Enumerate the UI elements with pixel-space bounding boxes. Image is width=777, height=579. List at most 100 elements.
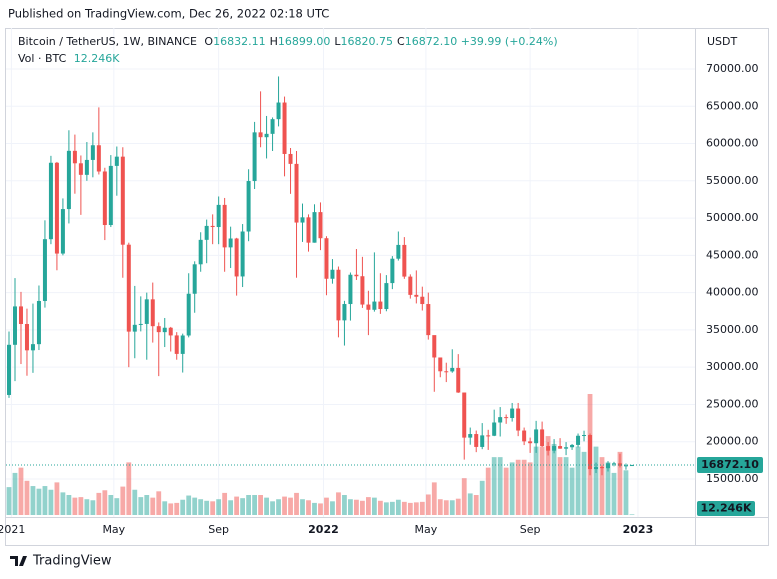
candle-body xyxy=(66,150,71,210)
volume-bar xyxy=(515,459,521,515)
volume-bar xyxy=(108,495,114,515)
volume-bar xyxy=(479,480,485,515)
volume-title: Vol · BTC xyxy=(18,52,67,65)
volume-bar xyxy=(132,489,138,515)
candle-body xyxy=(498,417,503,423)
volume-bar xyxy=(300,499,305,515)
volume-bar xyxy=(629,514,635,515)
price-unit: USDT xyxy=(707,35,738,48)
candle-body xyxy=(623,465,628,467)
candle-body xyxy=(90,145,95,160)
ohlc-value: 16872.10 xyxy=(405,35,458,48)
volume-bar xyxy=(258,495,263,515)
volume-bar xyxy=(96,492,102,515)
candle-body xyxy=(444,371,449,373)
candle-body xyxy=(222,204,227,248)
volume-bar xyxy=(407,502,413,515)
candle-body xyxy=(432,335,437,358)
volume-bar xyxy=(216,499,222,515)
y-tick-label: 70000.00 xyxy=(706,62,759,75)
candle-body xyxy=(617,463,622,466)
candle-body xyxy=(552,446,557,451)
candle-body xyxy=(78,163,83,175)
candle-body xyxy=(606,463,610,469)
candle-body xyxy=(384,283,389,310)
volume-bar xyxy=(84,499,90,515)
volume-bar xyxy=(449,500,455,515)
volume-bar xyxy=(605,462,611,515)
candle-body xyxy=(192,264,197,294)
candle-body xyxy=(312,212,317,243)
candle-body xyxy=(102,171,107,226)
candle-body xyxy=(402,244,407,277)
volume-bar xyxy=(497,457,503,515)
published-note: Published on TradingView.com, Dec 26, 20… xyxy=(8,7,329,21)
candle-body xyxy=(168,327,173,336)
volume-bar xyxy=(342,495,347,515)
y-tick-label: 40000.00 xyxy=(706,286,759,299)
volume-bar xyxy=(366,497,371,515)
candle-body xyxy=(42,239,47,301)
volume-bar xyxy=(120,486,126,515)
volume-bar xyxy=(599,457,605,515)
candle-body xyxy=(120,156,125,245)
candle-body xyxy=(174,335,179,354)
candle-body xyxy=(132,324,137,332)
volume-bar xyxy=(330,501,335,515)
volume-bar xyxy=(593,446,599,515)
last-price-label: 16872.10 xyxy=(701,458,759,471)
volume-bar xyxy=(389,501,395,515)
volume-bar xyxy=(461,478,467,515)
y-tick-label: 15000.00 xyxy=(706,472,759,485)
candle-body xyxy=(300,217,305,223)
volume-value: 12.246K xyxy=(74,52,120,65)
volume-bar xyxy=(240,498,246,515)
frame xyxy=(5,28,769,546)
volume-bar xyxy=(509,462,515,515)
volume-bar xyxy=(30,486,36,515)
candles xyxy=(7,76,634,476)
volume-bar xyxy=(611,472,617,515)
volume-bar xyxy=(324,497,329,515)
candle-body xyxy=(294,163,299,223)
volume-bar xyxy=(186,495,192,515)
candle-body xyxy=(576,435,581,445)
volume-bars xyxy=(6,394,635,515)
volume-bar xyxy=(467,493,473,515)
candle-body xyxy=(486,435,491,437)
volume-bar xyxy=(521,459,527,515)
candle-body xyxy=(600,467,605,469)
candle-body xyxy=(594,467,599,470)
candle-body xyxy=(611,463,616,465)
volume-bar xyxy=(617,451,623,515)
candle-body xyxy=(54,162,59,254)
volume-bar xyxy=(401,501,407,515)
candle-body xyxy=(138,323,143,325)
volume-bar xyxy=(318,503,323,515)
candle-body xyxy=(240,231,245,277)
volume-bar xyxy=(156,491,162,515)
candle-body xyxy=(558,446,563,449)
volume-bar xyxy=(144,495,150,515)
candle-body xyxy=(396,244,401,259)
legend-symbol: Bitcoin / TetherUS, 1W, BINANCE O16832.1… xyxy=(18,35,558,48)
candle-body xyxy=(438,357,443,372)
volume-bar xyxy=(168,503,174,515)
volume-bar xyxy=(204,500,210,515)
y-tick-label: 20000.00 xyxy=(706,435,759,448)
candle-body xyxy=(276,102,281,120)
x-tick-label: May xyxy=(102,523,125,536)
volume-bar xyxy=(210,501,216,515)
candle-body xyxy=(84,159,89,175)
volume-bar xyxy=(527,462,533,515)
candle-body xyxy=(510,408,515,419)
ohlc-value: 16899.00 xyxy=(278,35,331,48)
volume-bar xyxy=(24,480,30,515)
volume-bar xyxy=(312,502,317,515)
volume-bar xyxy=(246,495,251,515)
candle-body xyxy=(582,435,587,437)
candle-body xyxy=(390,258,395,284)
candle-body xyxy=(324,238,329,279)
candle-body xyxy=(12,306,17,345)
